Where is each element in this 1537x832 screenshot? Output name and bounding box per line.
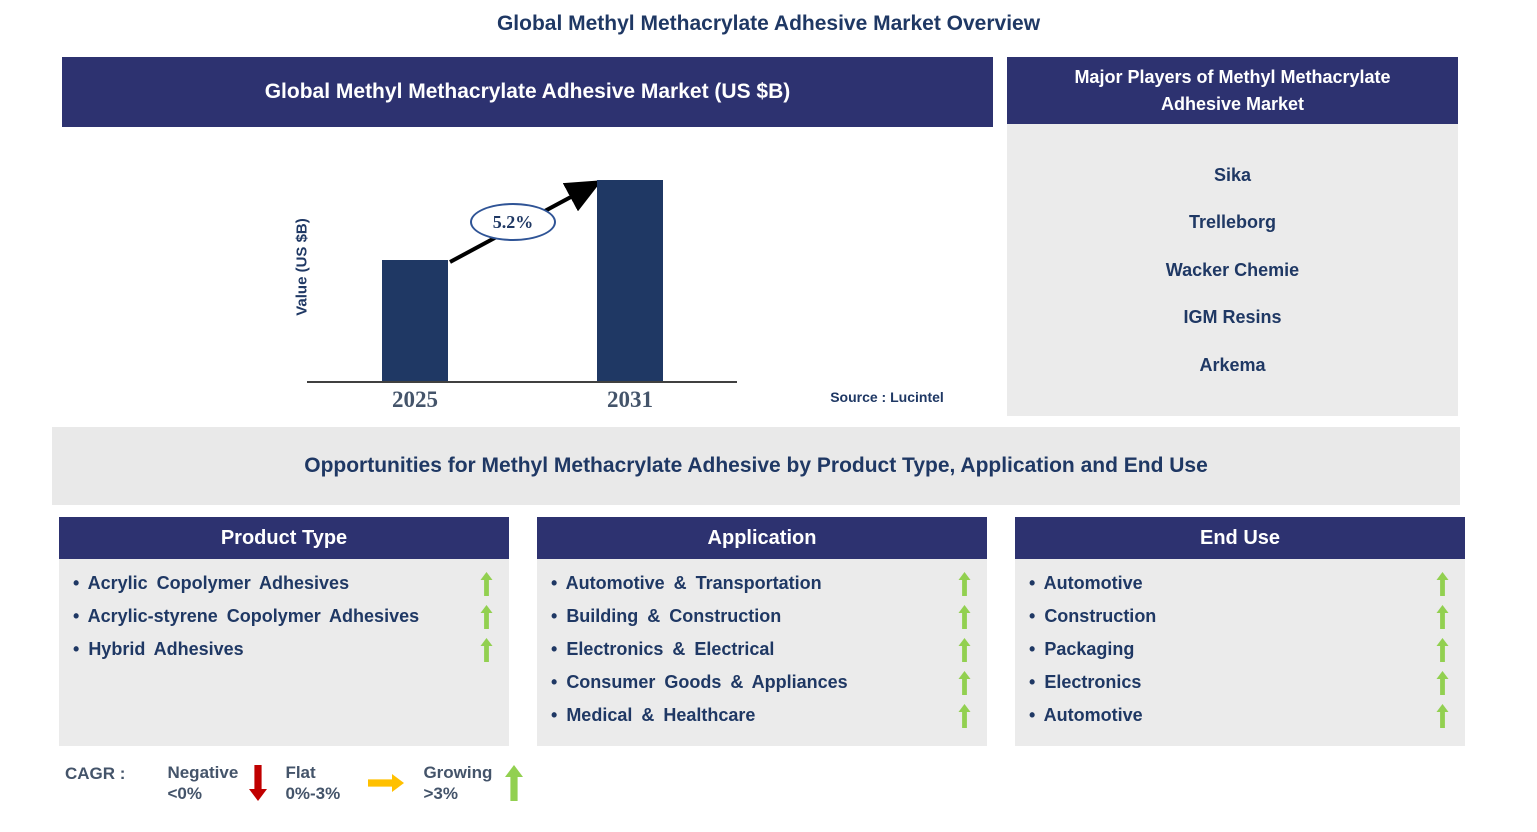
item-label: Automotive bbox=[1029, 573, 1143, 594]
item-label: Consumer Goods & Appliances bbox=[551, 672, 847, 693]
list-item: Electronics & Electrical bbox=[551, 633, 971, 666]
legend-label: Flat bbox=[285, 763, 316, 782]
growing-up-arrow-icon bbox=[958, 703, 971, 728]
item-label: Acrylic-styrene Copolymer Adhesives bbox=[73, 606, 419, 627]
source-note: Source : Lucintel bbox=[830, 389, 944, 405]
list-item: Building & Construction bbox=[551, 600, 971, 633]
legend-growing: Growing >3% bbox=[423, 762, 524, 805]
panel-product-type: Product Type Acrylic Copolymer Adhesives… bbox=[59, 517, 509, 746]
growth-arrow bbox=[449, 180, 603, 264]
growing-up-arrow-icon bbox=[1436, 637, 1449, 662]
legend-range: >3% bbox=[423, 784, 458, 804]
bar-2031 bbox=[597, 180, 663, 382]
growing-up-arrow-icon bbox=[505, 765, 524, 802]
panel-end-use-header: End Use bbox=[1015, 517, 1465, 559]
chart-title: Global Methyl Methacrylate Adhesive Mark… bbox=[264, 80, 791, 103]
item-label: Hybrid Adhesives bbox=[73, 639, 243, 660]
growing-up-arrow-icon bbox=[480, 571, 493, 596]
panel-application: Application Automotive & Transportation … bbox=[537, 517, 987, 746]
bar-chart: Value (US $B) 5.2% 2025 2031 Source : Lu… bbox=[62, 127, 993, 420]
list-item: Acrylic Copolymer Adhesives bbox=[73, 567, 493, 600]
item-label: Automotive & Transportation bbox=[551, 573, 822, 594]
legend-range: <0% bbox=[167, 784, 202, 804]
legend-label: Growing bbox=[423, 763, 493, 782]
list-item: Wacker Chemie bbox=[1165, 259, 1300, 280]
panel-end-use: End Use Automotive Construction Packagin… bbox=[1015, 517, 1465, 746]
x-tick-2031: 2031 bbox=[607, 387, 653, 412]
x-axis-line bbox=[307, 381, 737, 383]
growing-up-arrow-icon bbox=[958, 670, 971, 695]
cagr-legend-prefix: CAGR : bbox=[65, 764, 126, 783]
panel-application-body: Automotive & Transportation Building & C… bbox=[537, 559, 987, 746]
item-label: Building & Construction bbox=[551, 606, 781, 627]
bar-2025 bbox=[382, 260, 448, 382]
opportunities-banner-text: Opportunities for Methyl Methacrylate Ad… bbox=[304, 454, 1208, 477]
list-item: Automotive bbox=[1029, 699, 1449, 732]
list-item: Packaging bbox=[1029, 633, 1449, 666]
list-item: Consumer Goods & Appliances bbox=[551, 666, 971, 699]
list-item: Sika bbox=[1213, 164, 1252, 185]
x-tick-2025: 2025 bbox=[392, 387, 438, 412]
growing-up-arrow-icon bbox=[1436, 604, 1449, 629]
cagr-callout: 5.2% bbox=[470, 203, 556, 241]
growing-up-arrow-icon bbox=[480, 637, 493, 662]
growing-up-arrow-icon bbox=[480, 604, 493, 629]
cagr-value: 5.2% bbox=[492, 211, 534, 232]
list-item: Construction bbox=[1029, 600, 1449, 633]
legend-range: 0%-3% bbox=[285, 784, 341, 804]
panel-title: Product Type bbox=[220, 526, 348, 549]
growing-up-arrow-icon bbox=[1436, 571, 1449, 596]
growing-up-arrow-icon bbox=[958, 571, 971, 596]
list-item: Acrylic-styrene Copolymer Adhesives bbox=[73, 600, 493, 633]
opportunities-banner: Opportunities for Methyl Methacrylate Ad… bbox=[52, 427, 1460, 505]
item-label: Packaging bbox=[1029, 639, 1134, 660]
growing-up-arrow-icon bbox=[958, 637, 971, 662]
list-item: Electronics bbox=[1029, 666, 1449, 699]
panel-product-type-header: Product Type bbox=[59, 517, 509, 559]
negative-down-arrow-icon bbox=[249, 765, 268, 802]
panel-application-header: Application bbox=[537, 517, 987, 559]
legend-flat: Flat 0%-3% bbox=[285, 762, 405, 805]
panel-title: End Use bbox=[1199, 526, 1281, 549]
growing-up-arrow-icon bbox=[1436, 670, 1449, 695]
legend-negative: Negative <0% bbox=[167, 762, 268, 805]
cagr-legend: CAGR : Negative <0% Flat 0%-3% Growing >… bbox=[65, 762, 524, 805]
item-label: Electronics & Electrical bbox=[551, 639, 774, 660]
growing-up-arrow-icon bbox=[1436, 703, 1449, 728]
panel-product-type-body: Acrylic Copolymer Adhesives Acrylic-styr… bbox=[59, 559, 509, 746]
list-item: Trelleborg bbox=[1188, 212, 1277, 232]
list-item: Automotive & Transportation bbox=[551, 567, 971, 600]
flat-right-arrow-icon bbox=[368, 774, 405, 793]
page-title: Global Methyl Methacrylate Adhesive Mark… bbox=[496, 12, 1041, 35]
list-item: Hybrid Adhesives bbox=[73, 633, 493, 666]
major-players-title: Major Players of Methyl Methacrylate Adh… bbox=[1074, 67, 1391, 114]
legend-label: Negative bbox=[167, 763, 239, 782]
list-item: IGM Resins bbox=[1183, 307, 1282, 327]
panel-title: Application bbox=[707, 526, 817, 549]
major-players-list: Sika Trelleborg Wacker Chemie IGM Resins… bbox=[1007, 124, 1458, 416]
growing-up-arrow-icon bbox=[958, 604, 971, 629]
list-item: Arkema bbox=[1199, 354, 1266, 375]
item-label: Construction bbox=[1029, 606, 1156, 627]
panel-end-use-body: Automotive Construction Packaging Electr… bbox=[1015, 559, 1465, 746]
chart-panel-header: Global Methyl Methacrylate Adhesive Mark… bbox=[62, 57, 993, 127]
list-item: Automotive bbox=[1029, 567, 1449, 600]
major-players-header: Major Players of Methyl Methacrylate Adh… bbox=[1007, 57, 1458, 124]
item-label: Automotive bbox=[1029, 705, 1143, 726]
item-label: Acrylic Copolymer Adhesives bbox=[73, 573, 349, 594]
list-item: Medical & Healthcare bbox=[551, 699, 971, 732]
item-label: Medical & Healthcare bbox=[551, 705, 755, 726]
item-label: Electronics bbox=[1029, 672, 1141, 693]
